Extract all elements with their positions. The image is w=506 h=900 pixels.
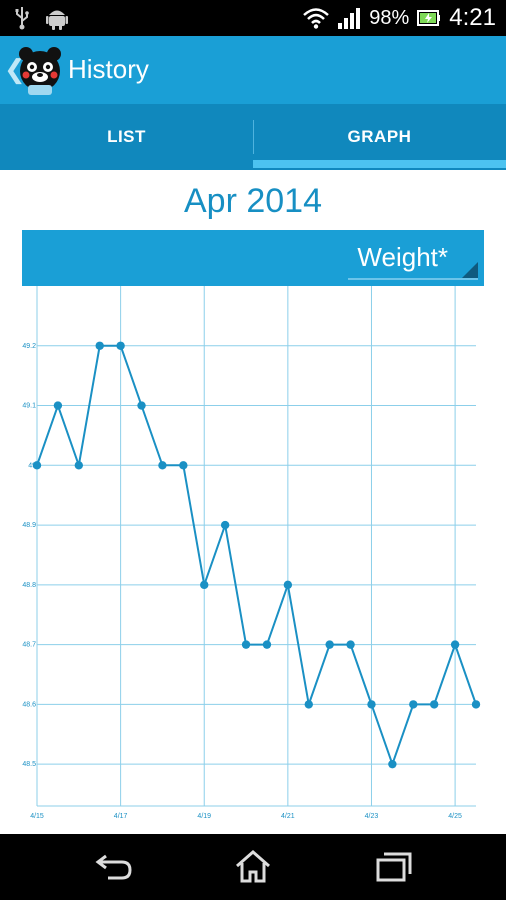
y-tick-label: 49: [28, 462, 36, 469]
dropdown-corner-icon: [462, 262, 478, 278]
bear-mascot-icon[interactable]: [18, 45, 62, 95]
metric-selector[interactable]: Weight*: [22, 230, 484, 286]
android-icon: [46, 10, 68, 30]
data-point: [74, 461, 84, 470]
data-point: [283, 580, 293, 590]
y-tick-label: 48.7: [22, 642, 36, 649]
x-tick-label: 4/25: [448, 813, 462, 820]
recent-apps-icon[interactable]: [374, 848, 414, 884]
tab-graph[interactable]: GRAPH: [347, 127, 412, 146]
data-point: [429, 700, 439, 709]
status-bar: 98% 4:21: [0, 0, 506, 36]
tab-bar: LIST GRAPH: [0, 104, 506, 170]
signal-icon: [338, 8, 361, 29]
data-point: [346, 640, 355, 649]
data-point: [241, 640, 251, 649]
data-point: [220, 520, 230, 530]
x-tick-label: 4/23: [365, 813, 379, 820]
data-point: [325, 640, 334, 649]
data-point: [471, 700, 481, 709]
data-point: [158, 461, 167, 470]
data-point: [53, 401, 63, 410]
data-point: [137, 401, 146, 410]
data-point: [95, 341, 104, 350]
selector-underline: [348, 278, 478, 280]
chevron-left-icon[interactable]: ❮: [4, 54, 26, 84]
battery-icon: [417, 10, 441, 26]
x-tick-label: 4/17: [114, 813, 128, 820]
tab-divider: [253, 120, 254, 154]
x-tick-label: 4/19: [197, 813, 211, 820]
x-tick-label: 4/15: [30, 813, 44, 820]
data-point: [409, 700, 418, 709]
clock: 4:21: [449, 4, 496, 31]
y-tick-label: 49.2: [22, 343, 36, 350]
back-icon[interactable]: [94, 848, 134, 884]
x-tick-label: 4/21: [281, 813, 295, 820]
data-point: [450, 640, 460, 649]
home-icon[interactable]: [233, 848, 273, 884]
series-line: [36, 344, 477, 768]
tab-selected-indicator: [253, 160, 506, 168]
data-point: [262, 640, 272, 649]
data-point: [388, 759, 397, 769]
wifi-icon: [303, 8, 330, 29]
data-point: [304, 700, 313, 709]
metric-selector-label: Weight*: [357, 242, 448, 272]
navigation-bar: [0, 834, 506, 900]
app-bar: ❮ History: [0, 36, 506, 104]
y-tick-label: 48.8: [22, 582, 36, 589]
tab-list[interactable]: LIST: [107, 127, 146, 146]
weight-line-chart[interactable]: 48.5 48.6 48.7 48.8 48.9 49 49.1 49.2 4/15 4/17 4/…: [0, 286, 506, 826]
data-point: [179, 461, 188, 470]
usb-icon: [15, 7, 29, 30]
y-tick-label: 48.9: [22, 522, 36, 529]
data-point: [32, 461, 42, 470]
page-title: History: [68, 54, 149, 84]
battery-percent: 98%: [369, 6, 410, 29]
y-tick-label: 48.5: [22, 761, 36, 768]
month-label[interactable]: Apr 2014: [184, 182, 322, 220]
data-point: [116, 341, 125, 350]
data-point: [200, 580, 209, 590]
y-tick-label: 49.1: [22, 403, 36, 410]
data-point: [367, 700, 376, 709]
y-tick-label: 48.6: [22, 701, 36, 708]
